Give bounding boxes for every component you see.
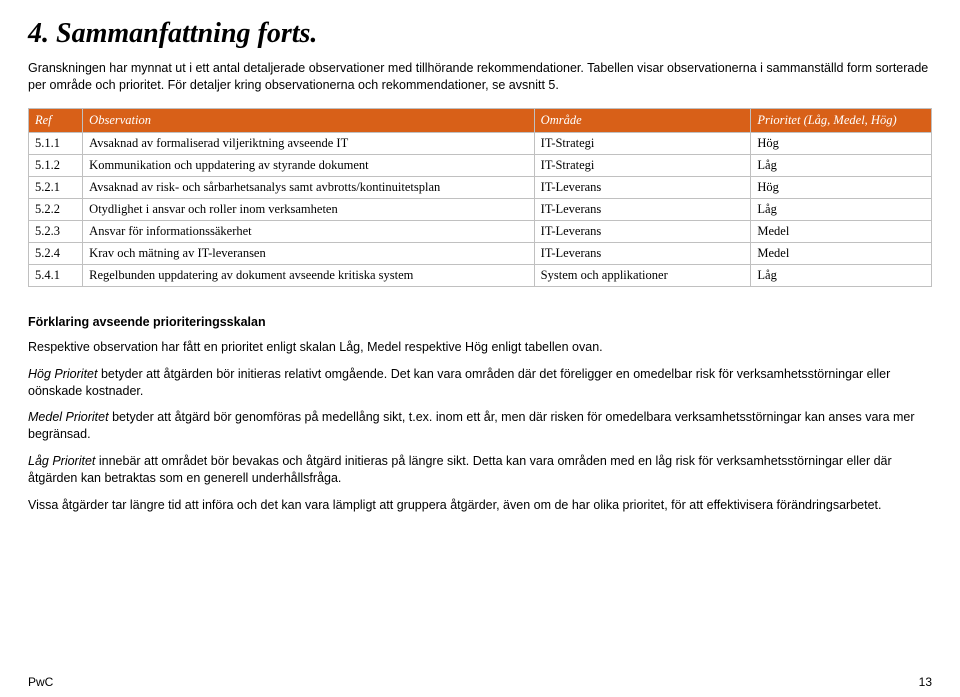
cell-omr: IT-Strategi <box>534 154 751 176</box>
cell-obs: Avsaknad av formaliserad viljeriktning a… <box>83 132 535 154</box>
cell-ref: 5.4.1 <box>29 264 83 286</box>
page-title: 4. Sammanfattning forts. <box>28 18 932 50</box>
explanation-heading: Förklaring avseende prioriteringsskalan <box>28 315 932 329</box>
cell-omr: IT-Leverans <box>534 176 751 198</box>
table-row: 5.1.2Kommunikation och uppdatering av st… <box>29 154 932 176</box>
cell-pri: Hög <box>751 176 932 198</box>
intro-paragraph: Granskningen har mynnat ut i ett antal d… <box>28 60 932 94</box>
p4-rest: innebär att området bör bevakas och åtgä… <box>28 454 892 485</box>
cell-pri: Låg <box>751 198 932 220</box>
cell-pri: Medel <box>751 242 932 264</box>
cell-obs: Krav och mätning av IT-leveransen <box>83 242 535 264</box>
cell-obs: Ansvar för informationssäkerhet <box>83 220 535 242</box>
cell-ref: 5.2.4 <box>29 242 83 264</box>
cell-obs: Regelbunden uppdatering av dokument avse… <box>83 264 535 286</box>
cell-omr: System och applikationer <box>534 264 751 286</box>
p2-lead: Hög Prioritet <box>28 367 97 381</box>
cell-pri: Låg <box>751 264 932 286</box>
table-row: 5.2.1Avsaknad av risk- och sårbarhetsana… <box>29 176 932 198</box>
table-row: 5.2.3Ansvar för informationssäkerhetIT-L… <box>29 220 932 242</box>
cell-omr: IT-Strategi <box>534 132 751 154</box>
footer-page-number: 13 <box>919 675 932 689</box>
explanation-p1: Respektive observation har fått en prior… <box>28 339 932 356</box>
table-row: 5.4.1Regelbunden uppdatering av dokument… <box>29 264 932 286</box>
cell-omr: IT-Leverans <box>534 242 751 264</box>
th-prioritet: Prioritet (Låg, Medel, Hög) <box>751 108 932 132</box>
table-header-row: Ref Observation Område Prioritet (Låg, M… <box>29 108 932 132</box>
observations-table: Ref Observation Område Prioritet (Låg, M… <box>28 108 932 287</box>
th-ref: Ref <box>29 108 83 132</box>
p4-lead: Låg Prioritet <box>28 454 95 468</box>
table-row: 5.1.1Avsaknad av formaliserad viljeriktn… <box>29 132 932 154</box>
cell-obs: Kommunikation och uppdatering av styrand… <box>83 154 535 176</box>
cell-pri: Låg <box>751 154 932 176</box>
cell-obs: Otydlighet i ansvar och roller inom verk… <box>83 198 535 220</box>
explanation-p5: Vissa åtgärder tar längre tid att införa… <box>28 497 932 514</box>
cell-pri: Hög <box>751 132 932 154</box>
explanation-p4: Låg Prioritet innebär att området bör be… <box>28 453 932 487</box>
cell-ref: 5.1.2 <box>29 154 83 176</box>
cell-ref: 5.2.3 <box>29 220 83 242</box>
explanation-p3: Medel Prioritet betyder att åtgärd bör g… <box>28 409 932 443</box>
p3-rest: betyder att åtgärd bör genomföras på med… <box>28 410 915 441</box>
cell-omr: IT-Leverans <box>534 220 751 242</box>
p3-lead: Medel Prioritet <box>28 410 109 424</box>
th-observation: Observation <box>83 108 535 132</box>
th-omrade: Område <box>534 108 751 132</box>
p2-rest: betyder att åtgärden bör initieras relat… <box>28 367 890 398</box>
table-row: 5.2.2Otydlighet i ansvar och roller inom… <box>29 198 932 220</box>
footer-left: PwC <box>28 675 53 689</box>
table-row: 5.2.4Krav och mätning av IT-leveransenIT… <box>29 242 932 264</box>
cell-ref: 5.1.1 <box>29 132 83 154</box>
cell-ref: 5.2.2 <box>29 198 83 220</box>
cell-pri: Medel <box>751 220 932 242</box>
footer: PwC 13 <box>28 675 932 689</box>
cell-obs: Avsaknad av risk- och sårbarhetsanalys s… <box>83 176 535 198</box>
cell-omr: IT-Leverans <box>534 198 751 220</box>
cell-ref: 5.2.1 <box>29 176 83 198</box>
explanation-p2: Hög Prioritet betyder att åtgärden bör i… <box>28 366 932 400</box>
